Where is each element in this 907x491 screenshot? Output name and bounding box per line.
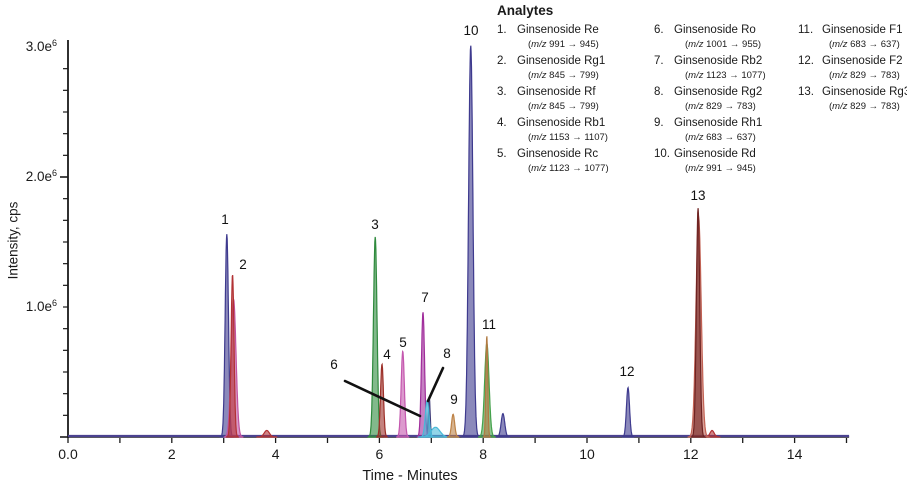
legend-item-number: 12. <box>798 55 814 67</box>
legend-item-number: 13. <box>798 86 814 98</box>
peak-13-trace <box>690 208 707 438</box>
legend-item-name: Ginsenoside Rb1 <box>517 117 606 129</box>
peak-9-label: 9 <box>450 392 458 407</box>
x-tick-label: 0.0 <box>58 446 78 462</box>
legend-item-number: 9. <box>654 117 664 129</box>
legend-item-transition: (m/z 829 → 783) <box>829 70 900 81</box>
legend-item-number: 8. <box>654 86 664 98</box>
legend-item: 4. Ginsenoside Rb1 (m/z 1153 → 1107) <box>497 117 652 144</box>
y-tick-label: 2.0e6 <box>26 168 57 184</box>
peak-11-over-trace <box>482 336 491 438</box>
legend-item-number: 11. <box>798 24 814 36</box>
peak-2-trace <box>226 274 239 438</box>
x-tick-label: 2 <box>168 446 176 462</box>
legend-item-number: 3. <box>497 86 507 98</box>
x-tick-label: 4 <box>272 446 280 462</box>
legend-item-name: Ginsenoside Rf <box>517 86 596 98</box>
legend-item: 6. Ginsenoside Ro (m/z 1001 → 955) <box>654 24 799 51</box>
legend-item-transition: (m/z 829 → 783) <box>685 101 756 112</box>
peak-9-trace <box>446 413 460 438</box>
legend-item-name: Ginsenoside Rd <box>674 148 756 160</box>
x-tick-label: 6 <box>376 446 384 462</box>
legend-item-name: Ginsenoside Ro <box>674 24 756 36</box>
legend-item-name: Ginsenoside Re <box>517 24 599 36</box>
legend-item-transition: (m/z 829 → 783) <box>829 101 900 112</box>
legend-item: 7. Ginsenoside Rb2 (m/z 1123 → 1077) <box>654 55 799 82</box>
legend-item-transition: (m/z 991 → 945) <box>528 39 599 50</box>
legend-item: 11. Ginsenoside F1 (m/z 683 → 637) <box>798 24 905 51</box>
peak-5-trace <box>396 349 410 438</box>
legend-item-transition: (m/z 683 → 637) <box>829 39 900 50</box>
y-axis-title: Intensity, cps <box>5 201 21 280</box>
x-tick-label: 14 <box>787 446 803 462</box>
peak-7-label: 7 <box>421 290 429 305</box>
legend-item-transition: (m/z 1001 → 955) <box>685 39 762 50</box>
legend-item: 3. Ginsenoside Rf (m/z 845 → 799) <box>497 86 652 113</box>
peak-2-label: 2 <box>239 257 247 272</box>
legend-item: 9. Ginsenoside Rh1 (m/z 683 → 637) <box>654 117 799 144</box>
legend-item-transition: (m/z 1153 → 1107) <box>528 132 608 143</box>
legend-item-name: Ginsenoside Rc <box>517 148 599 160</box>
legend-item-number: 6. <box>654 24 664 36</box>
legend-item-transition: (m/z 1123 → 1077) <box>528 163 609 174</box>
legend-item-number: 7. <box>654 55 664 67</box>
x-axis-title: Time - Minutes <box>362 468 458 484</box>
legend-item-transition: (m/z 845 → 799) <box>528 101 599 112</box>
legend-title: Analytes <box>497 3 554 18</box>
peak-3-label: 3 <box>371 217 379 232</box>
peak-10-label: 10 <box>463 23 478 38</box>
y-tick-label: 3.0e6 <box>26 38 57 54</box>
legend-item-transition: (m/z 991 → 945) <box>685 163 756 174</box>
legend-item: 2. Ginsenoside Rg1 (m/z 845 → 799) <box>497 55 652 82</box>
analytes-legend: Analytes 1. Ginsenoside Re (m/z 991 → 945)… <box>497 3 907 174</box>
x-tick-label: 10 <box>579 446 595 462</box>
legend-item-number: 2. <box>497 55 507 67</box>
peak-10-trace <box>461 45 482 438</box>
y-tick-label: 1.0e6 <box>26 298 57 314</box>
peak-6-callout-line <box>343 379 422 418</box>
legend-item-name: Ginsenoside Rh1 <box>674 117 763 129</box>
peak-1-label: 1 <box>221 212 229 227</box>
peak-11-label: 11 <box>482 317 496 332</box>
legend-item-name: Ginsenoside F1 <box>822 24 903 36</box>
legend-item-name: Ginsenoside Rg1 <box>517 55 606 67</box>
legend-column-3: 11. Ginsenoside F1 (m/z 683 → 637) 12. Ginse… <box>798 24 907 117</box>
legend-item-name: Ginsenoside Rg2 <box>674 86 763 98</box>
x-tick-label: 12 <box>683 446 699 462</box>
peak-6-label: 6 <box>330 357 338 372</box>
peak-12-label: 12 <box>619 364 634 379</box>
peak-4-label: 4 <box>383 347 391 362</box>
legend-item: 10. Ginsenoside Rd (m/z 991 → 945) <box>654 148 799 175</box>
legend-item-number: 5. <box>497 148 507 160</box>
legend-item: 5. Ginsenoside Rc (m/z 1123 → 1077) <box>497 148 652 175</box>
legend-column-1: 1. Ginsenoside Re (m/z 991 → 945) 2. Ginseno… <box>497 24 652 179</box>
minor-bump-trace <box>256 429 278 438</box>
peak-5-label: 5 <box>399 335 407 350</box>
legend-item-number: 10. <box>654 148 670 160</box>
peak-13-label: 13 <box>690 188 705 203</box>
legend-item-name: Ginsenoside Rb2 <box>674 55 763 67</box>
legend-item-transition: (m/z 1123 → 1077) <box>685 70 766 81</box>
legend-item: 8. Ginsenoside Rg2 (m/z 829 → 783) <box>654 86 799 113</box>
peak-8-label: 8 <box>443 346 451 361</box>
legend-item-transition: (m/z 845 → 799) <box>528 70 599 81</box>
legend-item-number: 1. <box>497 24 507 36</box>
peak-12-trace <box>621 385 635 438</box>
legend-item: 1. Ginsenoside Re (m/z 991 → 945) <box>497 24 652 51</box>
legend-item-name: Ginsenoside Rg3 <box>822 86 907 98</box>
peak-4-trace <box>376 362 388 438</box>
legend-item: 13. Ginsenoside Rg3 (m/z 829 → 783) <box>798 86 907 113</box>
legend-item-number: 4. <box>497 117 507 129</box>
x-tick-label: 8 <box>479 446 487 462</box>
legend-item-transition: (m/z 683 → 637) <box>685 132 756 143</box>
minor-bump-trace <box>495 412 511 438</box>
legend-item: 12. Ginsenoside F2 (m/z 829 → 783) <box>798 55 905 82</box>
peak-8-callout-line <box>426 366 445 403</box>
legend-item-name: Ginsenoside F2 <box>822 55 903 67</box>
legend-column-2: 6. Ginsenoside Ro (m/z 1001 → 955) 7. Ginsen… <box>654 24 799 179</box>
